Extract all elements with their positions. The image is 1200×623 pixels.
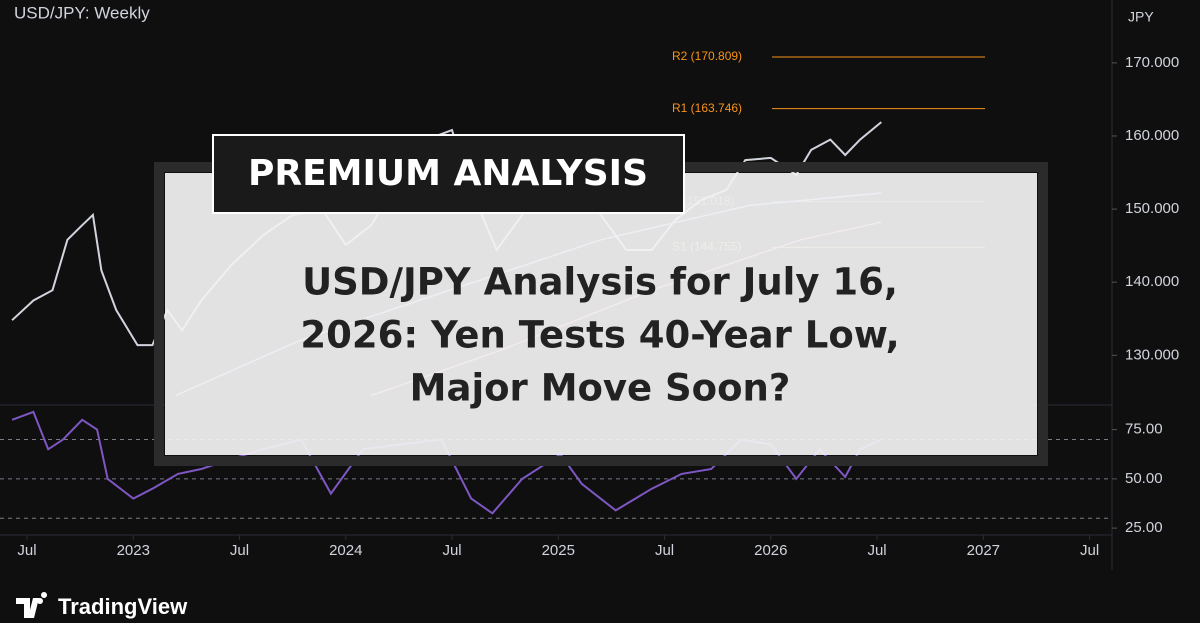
overlay: PREMIUM ANALYSIS USD/JPY Analysis for Ju… xyxy=(154,134,1048,466)
y-tick-label: 160.000 xyxy=(1125,127,1179,144)
y-tick-label: 170.000 xyxy=(1125,54,1179,71)
x-tick-label: Jul xyxy=(442,542,461,559)
x-tick-label: Jul xyxy=(17,542,36,559)
x-tick-label: Jul xyxy=(867,542,886,559)
y-tick-label: 130.000 xyxy=(1125,346,1179,363)
x-tick-label: Jul xyxy=(1080,542,1099,559)
symbol-title: USD/JPY: Weekly xyxy=(14,3,150,22)
x-tick-label: Jul xyxy=(230,542,249,559)
pivot-label: R2 (170.809) xyxy=(672,49,742,63)
x-tick-label: 2026 xyxy=(754,542,787,559)
y-tick-label: 25.00 xyxy=(1125,519,1163,536)
logo-icon xyxy=(16,592,48,618)
badge-text: PREMIUM ANALYSIS xyxy=(248,153,648,194)
x-tick-label: Jul xyxy=(655,542,674,559)
x-tick-label: 2024 xyxy=(329,542,362,559)
badge xyxy=(212,134,685,214)
x-tick-label: 2023 xyxy=(117,542,150,559)
x-tick-label: 2025 xyxy=(542,542,575,559)
headline: 2026: Yen Tests 40-Year Low, xyxy=(300,314,899,357)
brand-name: TradingView xyxy=(58,594,188,619)
pivot-label: R1 (163.746) xyxy=(672,101,742,115)
y-tick-label: 140.000 xyxy=(1125,273,1179,290)
logo-icon xyxy=(37,598,43,604)
y-tick-label: 150.000 xyxy=(1125,200,1179,217)
x-tick-label: 2027 xyxy=(967,542,1000,559)
headline: Major Move Soon? xyxy=(410,367,791,410)
y-tick-label: 75.00 xyxy=(1125,421,1163,438)
currency-label: JPY xyxy=(1128,9,1154,25)
y-tick-label: 50.00 xyxy=(1125,470,1163,487)
overlay-box xyxy=(165,173,1037,455)
headline: USD/JPY Analysis for July 16, xyxy=(302,261,898,304)
brand-logo: TradingView xyxy=(16,592,188,619)
